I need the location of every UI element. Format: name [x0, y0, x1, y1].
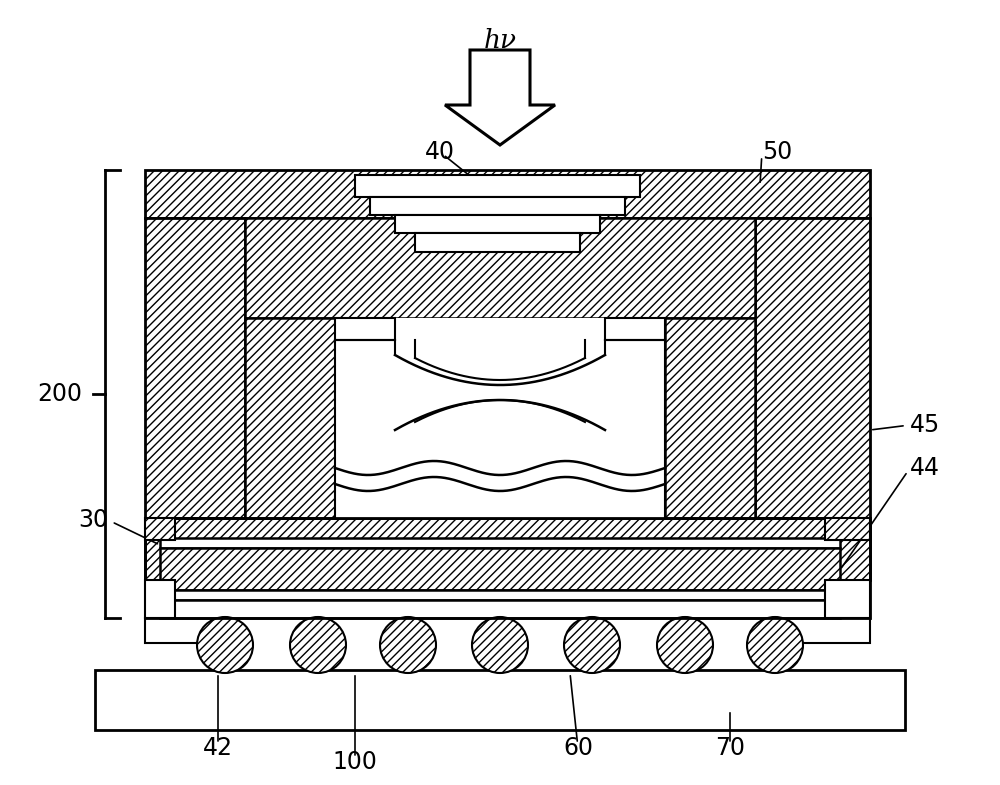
Polygon shape [445, 50, 555, 145]
Circle shape [380, 617, 436, 673]
Bar [335, 340, 665, 518]
Bar [245, 218, 755, 318]
Text: 200: 200 [38, 382, 82, 406]
Text: 44: 44 [910, 456, 940, 480]
Bar [145, 518, 870, 618]
Bar [775, 618, 870, 643]
Bar [145, 580, 175, 618]
Bar [160, 548, 840, 590]
Bar [145, 518, 175, 540]
Text: 40: 40 [425, 140, 455, 164]
Bar [145, 170, 870, 218]
Bar [160, 538, 840, 548]
Bar [335, 318, 665, 340]
Bar [335, 318, 395, 340]
Text: 42: 42 [203, 736, 233, 760]
Bar [825, 580, 870, 618]
Bar [755, 218, 870, 518]
Bar [665, 318, 755, 518]
Text: 50: 50 [762, 140, 792, 164]
Bar [395, 215, 600, 233]
Text: 100: 100 [333, 750, 377, 774]
Circle shape [197, 617, 253, 673]
Bar [355, 175, 640, 197]
Bar [145, 218, 245, 518]
Bar [95, 670, 905, 730]
Text: 45: 45 [910, 413, 940, 437]
Circle shape [747, 617, 803, 673]
Text: 70: 70 [715, 736, 745, 760]
Bar [160, 590, 840, 600]
Bar [145, 518, 870, 580]
Circle shape [472, 617, 528, 673]
Bar [825, 518, 870, 540]
Bar [415, 233, 580, 252]
Circle shape [657, 617, 713, 673]
Bar [605, 318, 665, 340]
Bar [370, 197, 625, 215]
Circle shape [564, 617, 620, 673]
Text: 60: 60 [563, 736, 593, 760]
Bar [145, 618, 225, 643]
Bar [245, 318, 335, 518]
Bar [160, 600, 840, 618]
Text: hν: hν [484, 28, 516, 53]
Circle shape [290, 617, 346, 673]
Text: 30: 30 [78, 508, 108, 532]
